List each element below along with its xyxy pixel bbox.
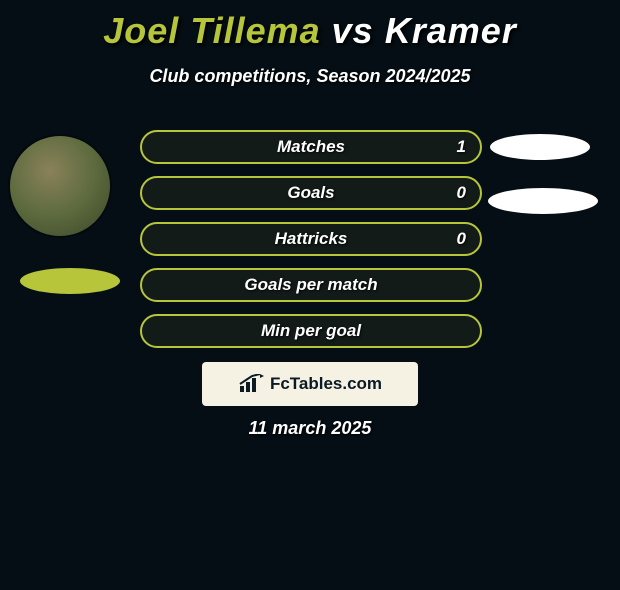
player1-name: Joel Tillema [103,10,320,51]
stat-label: Goals [287,183,334,203]
stats-container: Matches 1 Goals 0 Hattricks 0 Goals per … [140,130,482,360]
player2-badge-ellipse-2 [488,188,598,214]
stat-value: 0 [457,229,466,249]
subtitle-text: Club competitions, Season 2024/2025 [0,66,620,87]
stat-row-min-per-goal: Min per goal [140,314,482,348]
comparison-title: Joel Tillema vs Kramer [0,10,620,52]
stat-row-hattricks: Hattricks 0 [140,222,482,256]
stat-label: Goals per match [244,275,377,295]
stat-row-goals: Goals 0 [140,176,482,210]
stat-row-goals-per-match: Goals per match [140,268,482,302]
player1-avatar [10,136,110,236]
stat-label: Min per goal [261,321,361,341]
stat-label: Hattricks [275,229,348,249]
stat-row-matches: Matches 1 [140,130,482,164]
fctables-logo: FcTables.com [202,362,418,406]
date-text: 11 march 2025 [0,418,620,439]
stat-value: 1 [457,137,466,157]
player2-name: Kramer [385,10,517,51]
player1-badge-ellipse [20,268,120,294]
vs-text: vs [332,10,374,51]
player2-badge-ellipse-1 [490,134,590,160]
chart-icon [238,374,264,394]
logo-text: FcTables.com [270,374,382,394]
stat-label: Matches [277,137,345,157]
stat-value: 0 [457,183,466,203]
